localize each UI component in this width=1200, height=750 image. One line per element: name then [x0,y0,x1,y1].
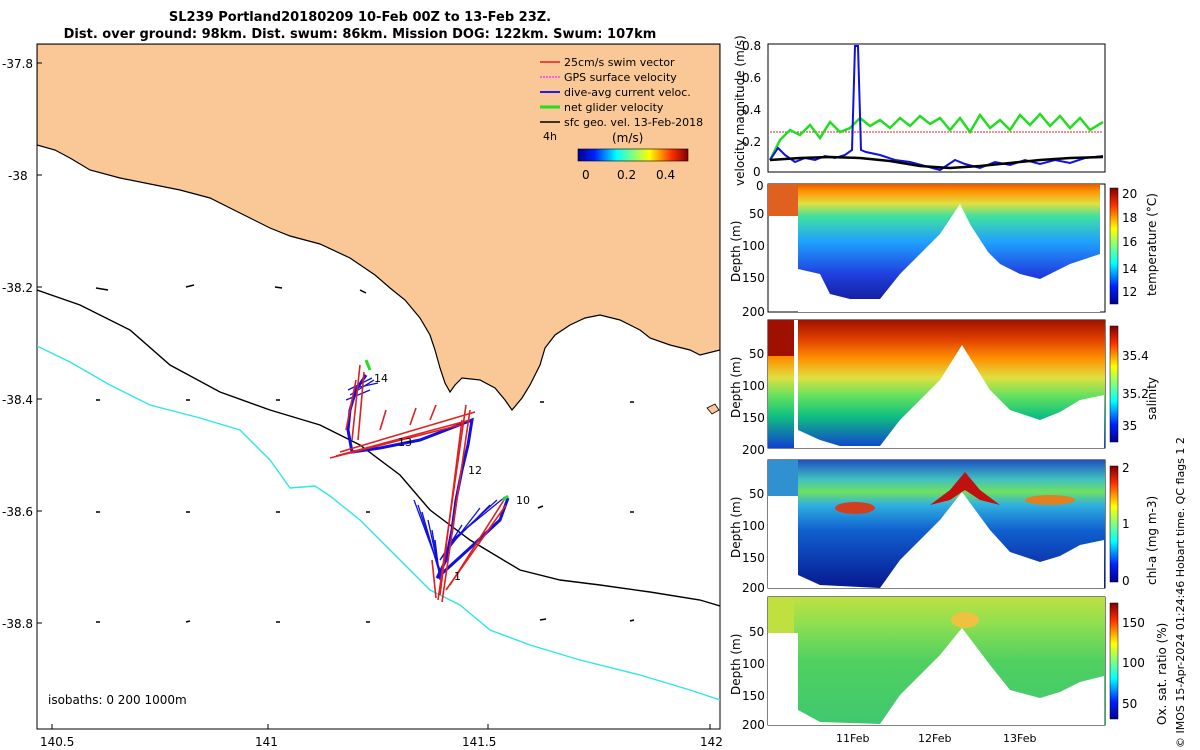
chla-panel: 2 1 0 chl-a (mg m-3) [767,459,1159,589]
svg-text:150: 150 [742,689,765,703]
map-lon-ticks: 140.5 141 141.5 142 [40,735,723,749]
svg-text:50: 50 [749,625,764,639]
salinity-label: salinity [1145,377,1159,420]
copyright-note: © IMOS 15-Apr-2024 01:24:46 Hobart time.… [1174,437,1187,748]
svg-text:0: 0 [582,168,590,182]
svg-text:-38: -38 [8,169,28,183]
legend-interval: 4h [543,130,557,143]
legend-geo: sfc geo. vel. 13-Feb-2018 [564,116,703,129]
svg-text:16: 16 [1122,235,1137,249]
svg-text:1: 1 [1122,517,1130,531]
svg-text:2: 2 [1122,461,1130,475]
svg-text:50: 50 [749,487,764,501]
svg-text:14: 14 [1122,262,1137,276]
svg-text:100: 100 [742,379,765,393]
track-label-1: 1 [454,570,461,583]
geo-velocity-arrows [95,284,635,623]
svg-text:200: 200 [742,443,765,457]
svg-text:100: 100 [1122,656,1145,670]
svg-text:142: 142 [700,735,723,749]
legend-current: dive-avg current veloc. [564,86,691,99]
svg-text:50: 50 [749,207,764,221]
svg-text:0.4: 0.4 [742,103,761,117]
svg-text:0: 0 [753,165,761,179]
svg-text:35.2: 35.2 [1122,387,1149,401]
svg-text:-38.4: -38.4 [2,393,33,407]
legend-swim: 25cm/s swim vector [564,56,675,69]
svg-text:-37.8: -37.8 [2,57,33,71]
time-axis: 11Feb 12Feb 13Feb [836,732,1036,745]
svg-text:0.4: 0.4 [656,168,675,182]
svg-text:Depth (m): Depth (m) [729,357,743,418]
svg-text:100: 100 [742,239,765,253]
isobath-200 [37,289,720,607]
map-colorbar [577,148,689,162]
chart-subtitle: Dist. over ground: 98km. Dist. swum: 86k… [63,27,657,42]
legend-net: net glider velocity [564,101,664,114]
svg-text:-38.8: -38.8 [2,617,33,631]
svg-text:-38.6: -38.6 [2,505,33,519]
isobaths-label: isobaths: 0 200 1000m [48,693,187,707]
svg-text:Depth (m): Depth (m) [729,221,743,282]
legend-gps: GPS surface velocity [564,71,677,84]
land [37,44,720,411]
depth-axes: 0 50 100 150 200 Depth (m) 50 100 150 20… [729,179,765,732]
svg-text:12Feb: 12Feb [918,732,951,745]
svg-text:Depth (m): Depth (m) [729,634,743,695]
svg-text:11Feb: 11Feb [836,732,869,745]
chla-label: chl-a (mg m-3) [1145,496,1159,585]
svg-text:-38.2: -38.2 [2,281,33,295]
map-legend: 25cm/s swim vector GPS surface velocity … [540,56,703,182]
track-label-10: 10 [516,494,530,507]
velocity-series-green [768,112,1104,161]
map-lat-ticks: -37.8 -38 -38.2 -38.4 -38.6 -38.8 [2,57,33,631]
svg-text:20: 20 [1122,187,1137,201]
isobath-1000 [37,345,720,701]
oxygen-label: Ox. sat. ratio (%) [1155,623,1169,725]
svg-text:18: 18 [1122,211,1137,225]
svg-text:0.8: 0.8 [742,39,761,53]
svg-text:150: 150 [742,551,765,565]
velocity-ylabel: velocity magnitude (m/s) [733,35,747,186]
colorbar-title: (m/s) [612,131,643,145]
oxygen-panel: 150 100 50 Ox. sat. ratio (%) [767,596,1169,726]
svg-text:0.2: 0.2 [742,135,761,149]
svg-text:150: 150 [742,411,765,425]
svg-text:0: 0 [1122,574,1130,588]
svg-text:100: 100 [742,657,765,671]
svg-text:0.2: 0.2 [617,168,636,182]
track-label-12: 12 [468,464,482,477]
salinity-panel: 35.4 35.2 35 salinity [767,319,1159,449]
svg-text:200: 200 [742,718,765,732]
svg-text:Depth (m): Depth (m) [729,497,743,558]
svg-text:200: 200 [742,305,765,319]
svg-text:0: 0 [756,179,764,193]
temperature-label: temperature (°C) [1145,193,1159,296]
svg-text:141: 141 [255,735,278,749]
svg-text:141.5: 141.5 [462,735,496,749]
svg-text:50: 50 [1122,697,1137,711]
svg-text:150: 150 [742,271,765,285]
velocity-panel: 0.8 0.6 0.4 0.2 0 velocity magnitude (m/… [733,35,1106,186]
velocity-series-black [769,155,1104,170]
swim-vectors [329,364,507,603]
svg-text:35.4: 35.4 [1122,349,1149,363]
svg-text:12: 12 [1122,285,1137,299]
svg-text:100: 100 [742,519,765,533]
svg-text:140.5: 140.5 [40,735,74,749]
track-label-13: 13 [398,436,412,449]
svg-text:150: 150 [1122,616,1145,630]
svg-text:0.6: 0.6 [742,71,761,85]
chart-title: SL239 Portland20180209 10-Feb 00Z to 13-… [168,10,552,25]
svg-text:35: 35 [1122,419,1137,433]
track-label-14: 14 [374,372,388,385]
svg-text:50: 50 [749,347,764,361]
temperature-panel: 20 18 16 14 12 temperature (°C) [767,183,1159,313]
svg-text:13Feb: 13Feb [1003,732,1036,745]
svg-text:200: 200 [742,581,765,595]
